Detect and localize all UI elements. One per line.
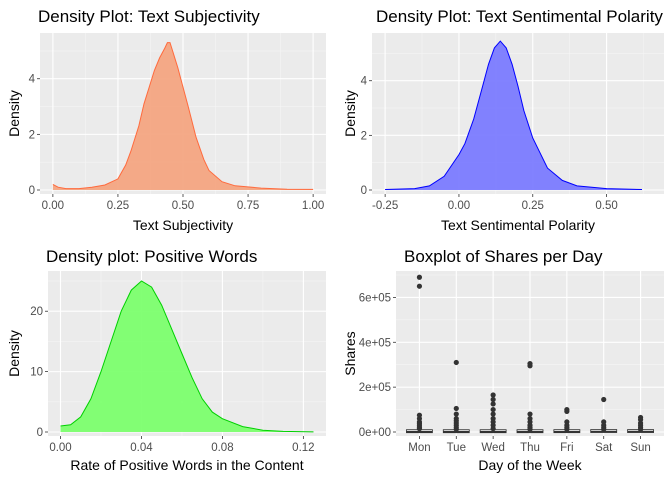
outlier-point <box>527 426 533 432</box>
outlier-point <box>416 283 423 289</box>
chart-panel-2: 0 2 4 -0.25 0.00 0.25 0.50 Density Plot: Text S… <box>342 7 664 233</box>
x-tick-label: Wed <box>481 442 504 454</box>
y-tick-label: 2 <box>361 130 367 142</box>
x-tick-label: Tue <box>447 442 466 454</box>
chart-title: Density plot: Positive Words <box>46 247 257 266</box>
outlier-point <box>527 411 533 417</box>
x-tick-label: 0.08 <box>211 442 233 454</box>
x-axis-label: Text Sentimental Polarity <box>441 217 595 233</box>
density-area <box>385 41 643 190</box>
x-tick-label: 0.04 <box>130 442 153 454</box>
y-tick-label: 0 <box>37 427 43 439</box>
density-line <box>385 40 643 190</box>
outlier-point <box>453 411 459 417</box>
x-tick-label: Fri <box>560 442 573 454</box>
chart-panel-3: 0 10 20 0.00 0.04 0.08 0.12 Density plot: Posit… <box>6 247 326 473</box>
y-tick-label: 2 <box>29 129 35 141</box>
y-tick-label: 4 <box>29 74 36 86</box>
x-tick-label: 0.75 <box>237 200 259 212</box>
outlier-point <box>490 406 496 413</box>
density-area <box>60 281 314 432</box>
chart-panel-4: 0e+00 2e+05 4e+05 6e+05 Mon Tue Wed Thu Fri Sat Su… <box>342 247 664 473</box>
outlier-point <box>453 359 459 366</box>
x-axis-label: Text Subjectivity <box>133 217 233 233</box>
outlier-point <box>490 401 496 407</box>
y-tick-label: 0 <box>361 185 367 197</box>
x-tick-label: 0.00 <box>448 200 470 212</box>
outlier-point <box>601 396 607 403</box>
x-tick-label: 0.25 <box>522 200 544 212</box>
outlier-point <box>416 274 423 280</box>
chart-title: Density Plot: Text Sentimental Polarity <box>376 7 663 26</box>
y-tick-label: 4e+05 <box>359 337 391 349</box>
y-tick-label: 2e+05 <box>359 382 391 394</box>
chart-title: Density Plot: Text Subjectivity <box>38 7 260 26</box>
y-tick-label: 10 <box>30 367 43 379</box>
outlier-point <box>453 405 459 412</box>
x-tick-label: Sun <box>630 442 650 454</box>
outlier-point <box>564 408 570 414</box>
x-tick-label: 0.00 <box>42 200 64 212</box>
x-tick-label: Sat <box>595 442 613 454</box>
x-tick-label: 1.00 <box>302 200 324 212</box>
outlier-point <box>490 411 496 417</box>
x-tick-label: 0.00 <box>49 442 71 454</box>
density-area <box>52 42 314 190</box>
outlier-point <box>601 426 607 432</box>
x-tick-label: 0.12 <box>292 442 314 454</box>
y-tick-label: 20 <box>30 306 43 318</box>
y-tick-label: 0 <box>29 185 35 197</box>
y-axis-label: Shares <box>342 331 358 375</box>
y-tick-label: 0e+00 <box>359 427 391 439</box>
density-line <box>52 42 314 190</box>
chart-panel-1: 0 2 4 0.00 0.25 0.50 0.75 1.00 Density Plot: Tex… <box>6 7 326 233</box>
x-tick-label: Thu <box>520 442 540 454</box>
chart-title: Boxplot of Shares per Day <box>404 247 603 266</box>
outlier-point <box>490 392 496 398</box>
outlier-point <box>416 426 423 432</box>
y-axis-label: Density <box>6 90 22 137</box>
y-axis-label: Density <box>342 90 358 137</box>
x-axis-label: Rate of Positive Words in the Content <box>70 457 303 473</box>
outlier-point <box>564 426 570 432</box>
outlier-point <box>490 396 496 403</box>
x-tick-label: 0.50 <box>595 200 617 212</box>
density-line <box>60 280 314 433</box>
outlier-point <box>637 426 644 432</box>
x-tick-label: 0.25 <box>107 200 129 212</box>
y-tick-label: 4 <box>361 76 368 88</box>
y-axis-label: Density <box>6 330 22 377</box>
outlier-point <box>527 363 533 369</box>
x-tick-label: -0.25 <box>372 200 398 212</box>
x-tick-label: 0.50 <box>172 200 194 212</box>
x-tick-label: Mon <box>408 442 430 454</box>
y-tick-label: 6e+05 <box>359 292 391 304</box>
outlier-point <box>490 426 496 432</box>
x-axis-label: Day of the Week <box>478 457 582 473</box>
outlier-point <box>453 426 459 432</box>
